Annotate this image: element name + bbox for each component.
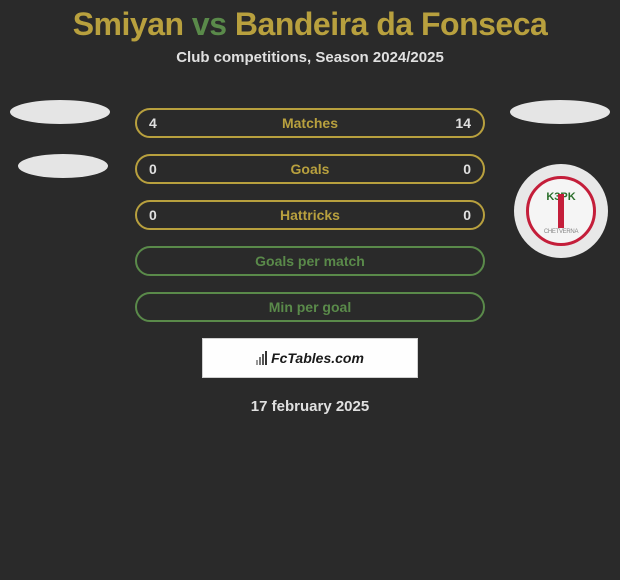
stat-label: Hattricks bbox=[173, 207, 447, 223]
stat-row: Goals per match bbox=[135, 246, 485, 276]
club-bottom-text: CHETVERNA bbox=[544, 229, 578, 235]
stat-row: 0Goals0 bbox=[135, 154, 485, 184]
stat-value-left: 0 bbox=[149, 207, 173, 223]
chart-icon bbox=[256, 351, 267, 365]
player2-avatar bbox=[510, 100, 610, 124]
player2-name: Bandeira da Fonseca bbox=[235, 6, 547, 42]
stat-value-right: 14 bbox=[447, 115, 471, 131]
stat-label: Goals bbox=[173, 161, 447, 177]
player1-avatar-group bbox=[10, 100, 110, 208]
stat-value-left: 0 bbox=[149, 161, 173, 177]
content-area: K3PK CHETVERNA 4Matches140Goals00Hattric… bbox=[0, 108, 620, 415]
footer-date: 17 february 2025 bbox=[0, 398, 620, 415]
club-badge-inner: K3PK CHETVERNA bbox=[526, 176, 596, 246]
subtitle: Club competitions, Season 2024/2025 bbox=[0, 49, 620, 66]
footer-brand-badge: FcTables.com bbox=[202, 338, 418, 378]
club-bar-icon bbox=[558, 194, 564, 228]
player2-club-badge: K3PK CHETVERNA bbox=[514, 164, 608, 258]
vs-separator: vs bbox=[192, 6, 227, 42]
stat-value-right: 0 bbox=[447, 207, 471, 223]
stat-label: Goals per match bbox=[173, 253, 447, 269]
player1-club-avatar bbox=[18, 154, 108, 178]
stat-label: Min per goal bbox=[173, 299, 447, 315]
stat-label: Matches bbox=[173, 115, 447, 131]
player2-avatar-group bbox=[510, 100, 610, 154]
stats-container: 4Matches140Goals00Hattricks0Goals per ma… bbox=[135, 108, 485, 322]
stat-value-right: 0 bbox=[447, 161, 471, 177]
player1-avatar bbox=[10, 100, 110, 124]
stat-row: 4Matches14 bbox=[135, 108, 485, 138]
footer-brand-text: FcTables.com bbox=[271, 350, 364, 366]
stat-row: 0Hattricks0 bbox=[135, 200, 485, 230]
page-title: Smiyan vs Bandeira da Fonseca bbox=[0, 0, 620, 43]
stat-value-left: 4 bbox=[149, 115, 173, 131]
stat-row: Min per goal bbox=[135, 292, 485, 322]
player1-name: Smiyan bbox=[73, 6, 184, 42]
